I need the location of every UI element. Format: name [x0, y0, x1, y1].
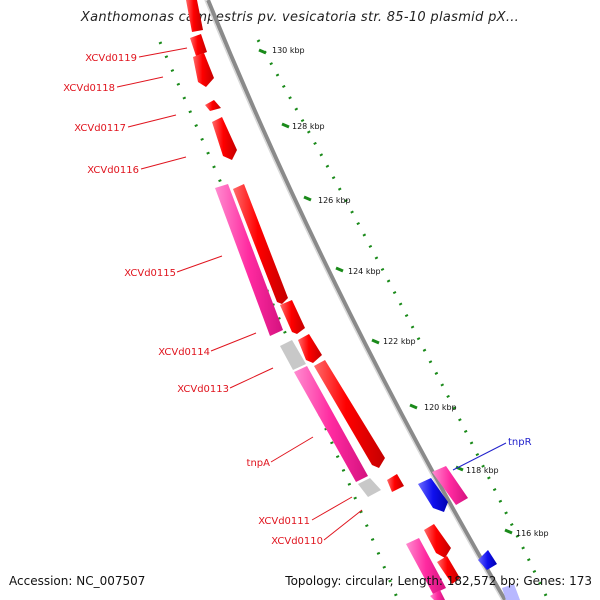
feature-tnpr[interactable] [418, 478, 448, 512]
scale-label-122: 122 kbp [383, 337, 416, 346]
accession-number: Accession: NC_007507 [9, 574, 146, 588]
tick-124 [335, 266, 344, 273]
reverse-strand-features[interactable] [418, 466, 520, 600]
scale-label-116: 116 kbp [516, 529, 549, 538]
feature-xcvd0118[interactable] [193, 53, 214, 87]
tick-128 [281, 122, 290, 129]
label-xcvd0117[interactable]: XCVd0117 [74, 123, 126, 134]
leader-xcvd0117 [127, 114, 177, 128]
leader-xcvd0118 [116, 76, 164, 88]
tick-116 [504, 528, 513, 535]
label-xcvd0119[interactable]: XCVd0119 [85, 53, 137, 64]
feature-xcvd0117[interactable] [205, 100, 221, 111]
leader-tnpr [452, 442, 507, 471]
leader-xcvd0119 [138, 47, 188, 58]
gene-xcvd0115[interactable] [215, 184, 283, 336]
label-leader-lines [116, 47, 363, 541]
label-xcvd0115[interactable]: XCVd0115 [124, 268, 176, 279]
gene-ring-features[interactable] [215, 184, 446, 600]
label-xcvd0116[interactable]: XCVd0116 [87, 165, 139, 176]
gene-xcvd0110[interactable] [406, 538, 446, 594]
gene-tnpa[interactable] [294, 366, 368, 482]
scale-major-ticks [258, 48, 513, 535]
feature-xcvd0119[interactable] [190, 34, 207, 56]
leader-xcvd0113 [229, 367, 274, 389]
topology-summary: Topology: circular; Length: 182,572 bp; … [285, 574, 592, 588]
feature-xcvd0113[interactable] [298, 334, 322, 363]
tick-120 [409, 403, 418, 410]
scale-label-124: 124 kbp [348, 267, 381, 276]
feature-downstream-lightblue[interactable] [502, 584, 520, 600]
feature-xcvd0120[interactable] [186, 0, 203, 32]
plasmid-backbone [206, 0, 507, 600]
tick-130 [258, 48, 267, 55]
scale-label-118: 118 kbp [466, 466, 499, 475]
leader-xcvd0115 [176, 255, 223, 273]
scale-label-120: 120 kbp [424, 403, 457, 412]
label-xcvd0111[interactable]: XCVd0111 [258, 516, 310, 527]
label-tnpr[interactable]: tnpR [508, 437, 532, 448]
feature-xcvd0111[interactable] [387, 474, 404, 492]
label-tnpa[interactable]: tnpA [247, 458, 271, 469]
feature-downstream-blue[interactable] [478, 550, 497, 570]
feature-xcvd0114[interactable] [280, 300, 305, 334]
label-xcvd0118[interactable]: XCVd0118 [63, 83, 115, 94]
feature-xcvd0116[interactable] [212, 117, 237, 160]
scale-label-130: 130 kbp [272, 46, 305, 55]
scale-label-126: 126 kbp [318, 196, 351, 205]
feature-tnpa[interactable] [314, 360, 385, 468]
scale-tick-track [256, 39, 550, 600]
gene-tnpr-pink[interactable] [432, 466, 468, 505]
leader-tnpa [270, 436, 314, 463]
label-xcvd0114[interactable]: XCVd0114 [158, 347, 210, 358]
tick-122 [371, 338, 380, 345]
label-xcvd0113[interactable]: XCVd0113 [177, 384, 229, 395]
leader-xcvd0111 [311, 496, 353, 521]
feature-xcvd0110[interactable] [424, 524, 451, 558]
plasmid-backbone-highlight [204, 0, 503, 600]
gene-downstream-pink[interactable] [430, 590, 445, 600]
label-xcvd0110[interactable]: XCVd0110 [271, 536, 323, 547]
forward-strand-features[interactable] [186, 0, 460, 584]
tick-126 [303, 195, 312, 202]
feature-xcvd0115-cds[interactable] [233, 184, 288, 304]
leader-xcvd0116 [140, 156, 187, 170]
leader-xcvd0110 [323, 509, 363, 541]
leader-xcvd0114 [210, 332, 257, 352]
gene-xcvd0111-pseudo[interactable] [358, 478, 381, 497]
feature-downstream-red[interactable] [437, 556, 460, 584]
gene-xcvd0114-pseudo[interactable] [280, 340, 306, 370]
scale-label-128: 128 kbp [292, 122, 325, 131]
